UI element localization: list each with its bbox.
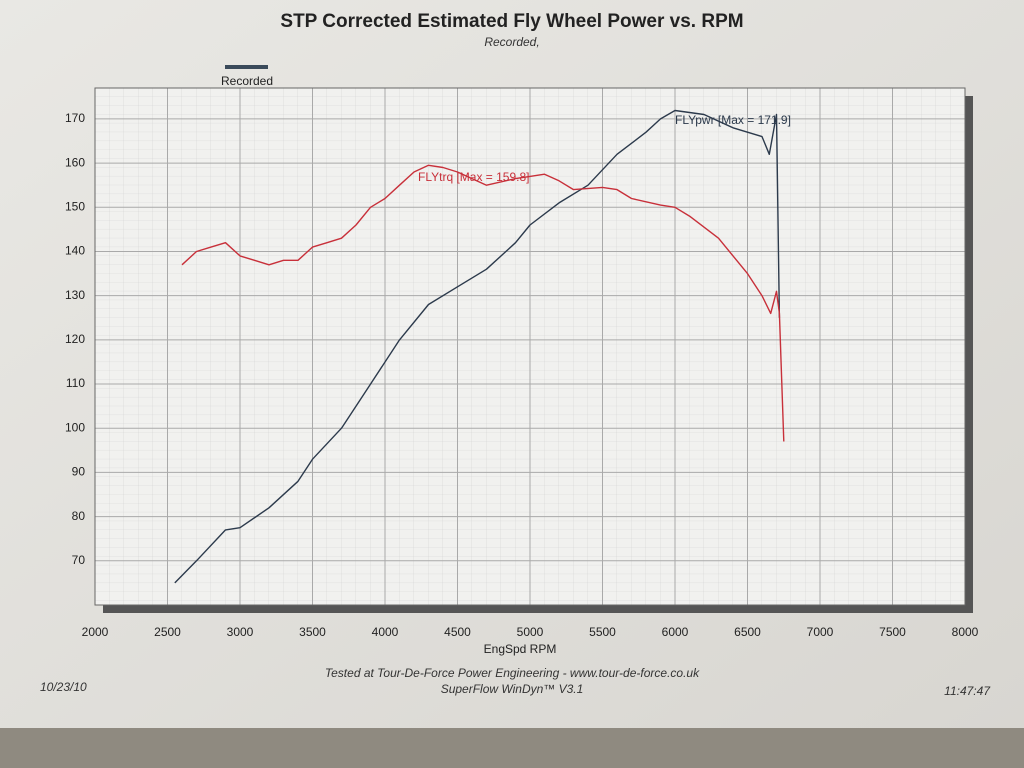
annotation: FLYtrq [Max = 159.8] <box>418 170 530 184</box>
x-tick-label: 7000 <box>807 625 834 639</box>
series-line <box>174 109 781 584</box>
y-tick-label: 100 <box>65 420 85 434</box>
y-tick-label: 160 <box>65 155 85 169</box>
series-line <box>181 164 785 442</box>
x-tick-label: 5500 <box>589 625 616 639</box>
x-tick-label: 2000 <box>82 625 109 639</box>
plot-frame <box>94 87 966 606</box>
y-tick-label: 140 <box>65 244 85 258</box>
x-tick-label: 4000 <box>372 625 399 639</box>
x-tick-label: 6000 <box>662 625 689 639</box>
y-tick-label: 170 <box>65 111 85 125</box>
y-tick-label: 70 <box>72 553 86 567</box>
x-tick-label: 3500 <box>299 625 326 639</box>
chart-subtitle: Recorded, <box>484 35 539 49</box>
chart-title: STP Corrected Estimated Fly Wheel Power … <box>280 11 743 32</box>
x-tick-label: 6500 <box>734 625 761 639</box>
date: 10/23/10 <box>40 680 87 694</box>
y-tick-label: 120 <box>65 332 85 346</box>
legend-label: Recorded <box>221 74 273 88</box>
x-tick-label: 4500 <box>444 625 471 639</box>
time: 11:47:47 <box>944 684 991 698</box>
x-tick-label: 5000 <box>517 625 544 639</box>
lines <box>174 109 785 584</box>
x-tick-label: 3000 <box>227 625 254 639</box>
footer: Tested at Tour-De-Force Power Engineerin… <box>325 666 700 680</box>
x-tick-label: 2500 <box>154 625 181 639</box>
footer: SuperFlow WinDyn™ V3.1 <box>441 682 584 696</box>
y-tick-label: 90 <box>72 465 86 479</box>
annotation: FLYpwr [Max = 171.9] <box>675 113 791 127</box>
y-tick-label: 80 <box>72 509 86 523</box>
x-axis-label: EngSpd RPM <box>484 642 557 656</box>
y-tick-label: 110 <box>66 376 85 390</box>
x-tick-label: 7500 <box>879 625 906 639</box>
x-tick-label: 8000 <box>952 625 979 639</box>
y-tick-label: 130 <box>65 288 85 302</box>
y-tick-label: 150 <box>65 199 85 213</box>
